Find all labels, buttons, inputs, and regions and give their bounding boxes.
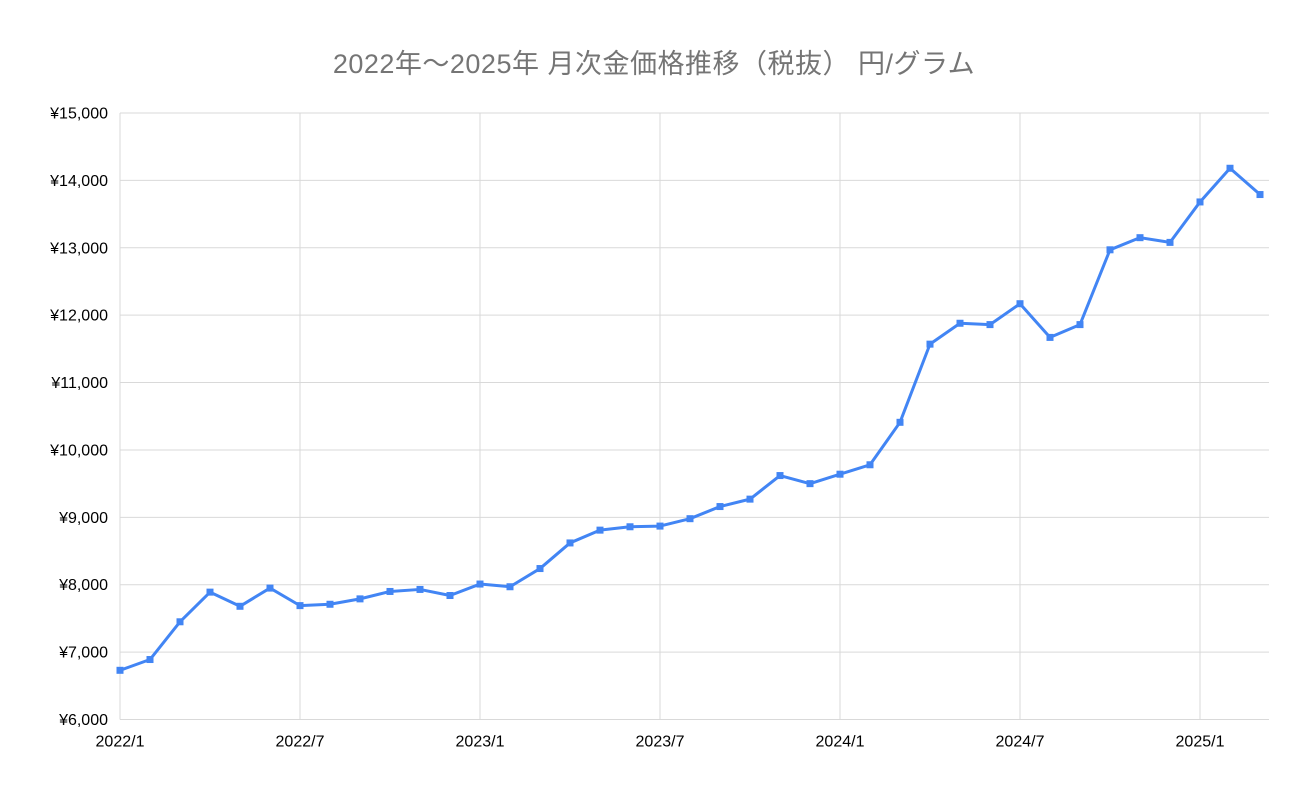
data-point-marker [1226,164,1234,172]
data-point-marker [926,340,934,348]
y-axis-tick-label: ¥6,000 [58,712,108,729]
y-axis-tick-label: ¥15,000 [49,106,108,123]
data-point-marker [806,480,814,488]
x-axis-tick-label: 2022/1 [96,734,145,751]
data-point-marker [866,461,874,469]
data-point-marker [656,522,664,530]
data-point-marker [1076,321,1084,329]
y-axis-tick-label: ¥10,000 [49,442,108,459]
data-point-marker [1136,234,1144,242]
data-point-marker [1106,246,1114,254]
y-axis-tick-label: ¥8,000 [58,577,108,594]
data-point-marker [176,618,184,626]
data-point-marker [986,321,994,329]
chart-title: 2022年～2025年 月次金価格推移（税抜） 円/グラム [332,49,976,79]
data-point-marker [686,515,694,523]
y-axis-tick-label: ¥7,000 [58,645,108,662]
data-point-marker [356,595,364,603]
data-point-marker [266,584,274,592]
x-axis-labels: 2022/1 2022/7 2023/1 2023/7 2024/1 2024/7 2025… [96,734,1225,751]
data-point-marker [956,319,964,327]
data-point-marker [236,602,244,610]
x-axis-tick-label: 2023/7 [636,734,685,751]
data-point-marker [1256,191,1264,199]
y-axis-tick-label: ¥11,000 [50,375,108,392]
data-point-marker [416,585,424,593]
x-axis-tick-label: 2024/7 [996,734,1045,751]
data-point-marker [716,503,724,511]
data-point-marker [566,539,574,547]
data-point-marker [1196,198,1204,206]
y-axis-tick-label: ¥12,000 [49,308,108,325]
data-point-marker [206,588,214,596]
data-point-marker [116,666,124,674]
x-axis-tick-label: 2024/1 [816,734,865,751]
data-point-marker [386,587,394,595]
data-point-marker [536,565,544,573]
data-point-marker [146,656,154,664]
data-point-marker [626,523,634,531]
data-point-marker [1166,238,1174,246]
data-point-marker [746,495,754,503]
y-axis-tick-label: ¥9,000 [58,510,108,527]
gridlines [119,112,1269,720]
y-axis-tick-label: ¥14,000 [49,173,108,190]
y-axis-tick-label: ¥13,000 [49,240,108,257]
y-axis-labels: ¥6,000 ¥7,000 ¥8,000 ¥9,000 ¥10,000 ¥11,000 ¥1… [49,106,108,730]
x-axis-tick-label: 2025/1 [1176,734,1225,751]
gold-price-series-line [118,166,1262,672]
data-point-marker [836,470,844,478]
data-point-marker [1046,333,1054,341]
data-point-marker [1016,300,1024,308]
data-point-marker [896,418,904,426]
data-point-marker [446,592,454,600]
data-point-markers [116,164,1264,674]
data-point-marker [596,526,604,534]
data-point-marker [296,602,304,610]
x-axis-tick-label: 2023/1 [456,734,505,751]
data-point-marker [776,472,784,480]
data-point-marker [326,600,334,608]
data-point-marker [506,583,514,591]
data-point-marker [476,580,484,588]
x-axis-tick-label: 2022/7 [276,734,325,751]
